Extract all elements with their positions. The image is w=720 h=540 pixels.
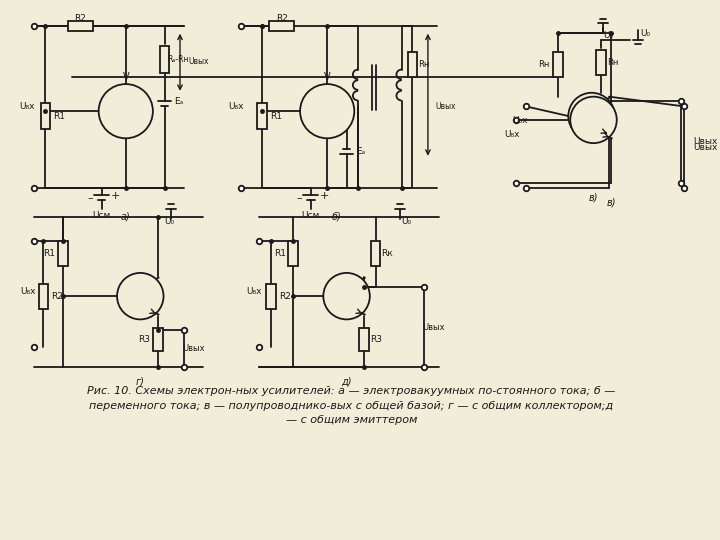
Circle shape — [568, 93, 615, 139]
Circle shape — [570, 97, 617, 143]
Text: R1: R1 — [274, 249, 286, 258]
Text: R2: R2 — [74, 14, 86, 23]
Circle shape — [99, 84, 153, 138]
Text: U₈х: U₈х — [512, 116, 528, 125]
Text: U₈х: U₈х — [505, 130, 520, 139]
Bar — [359, 328, 369, 352]
Text: R1: R1 — [270, 112, 282, 120]
Text: Rₐ-Rн: Rₐ-Rн — [168, 56, 189, 64]
Text: переменного тока; в — полупроводнико-вых с общей базой; г — с общим коллектором;: переменного тока; в — полупроводнико-вых… — [89, 401, 613, 410]
Bar — [553, 52, 562, 77]
Text: R1: R1 — [53, 112, 65, 120]
Text: R3: R3 — [370, 335, 382, 344]
Text: –: – — [297, 193, 302, 204]
Text: в): в) — [606, 197, 616, 207]
Bar — [160, 46, 169, 73]
Text: Uвых: Uвых — [436, 102, 456, 111]
Text: д): д) — [341, 376, 352, 386]
Text: U₀: U₀ — [402, 217, 412, 226]
Bar — [40, 104, 50, 129]
Text: U₈х: U₈х — [228, 102, 244, 111]
Text: Eₐ: Eₐ — [174, 97, 184, 106]
Text: Rн: Rн — [418, 60, 430, 69]
Text: Uсм: Uсм — [92, 211, 111, 220]
Circle shape — [117, 273, 163, 319]
Bar — [289, 241, 298, 266]
Text: — с общим эмиттером: — с общим эмиттером — [286, 415, 417, 425]
Bar — [153, 328, 163, 352]
Text: Uвых: Uвых — [182, 344, 205, 353]
Text: V: V — [324, 72, 330, 82]
Text: б): б) — [332, 212, 342, 222]
Bar — [58, 241, 68, 266]
Text: Rк: Rк — [382, 249, 393, 258]
Bar — [596, 50, 606, 76]
Text: U₀: U₀ — [603, 31, 613, 40]
Text: а): а) — [121, 212, 130, 222]
Text: Uвых: Uвых — [693, 143, 718, 152]
Text: R2: R2 — [279, 292, 291, 301]
Text: Uвых: Uвых — [423, 322, 445, 332]
Text: U₈х: U₈х — [20, 287, 36, 296]
Text: –: – — [87, 193, 93, 204]
Text: Рис. 10. Схемы электрон-ных усилителей: а — электровакуумных по-стоянного тока; : Рис. 10. Схемы электрон-ных усилителей: … — [87, 386, 616, 396]
Bar — [68, 21, 93, 31]
Text: Eₐ: Eₐ — [356, 147, 366, 157]
Text: г): г) — [136, 376, 145, 386]
Bar — [39, 284, 48, 309]
Text: Rн: Rн — [539, 60, 550, 69]
Circle shape — [300, 84, 354, 138]
Text: U₀: U₀ — [164, 217, 175, 226]
Bar — [371, 241, 380, 266]
Bar — [408, 52, 418, 77]
Text: R2: R2 — [51, 292, 63, 301]
Text: U₈х: U₈х — [19, 102, 35, 111]
Text: Rн: Rн — [607, 58, 618, 68]
Bar — [258, 104, 267, 129]
Text: в): в) — [589, 192, 598, 202]
Text: +: + — [110, 191, 120, 201]
Bar — [266, 284, 276, 309]
Text: Uвых: Uвых — [189, 57, 210, 66]
Text: U₈х: U₈х — [246, 287, 261, 296]
Text: R1: R1 — [43, 249, 55, 258]
Bar — [269, 21, 294, 31]
Text: U₀: U₀ — [640, 29, 650, 38]
Text: R3: R3 — [138, 335, 150, 344]
Text: R2: R2 — [276, 14, 287, 23]
Text: V: V — [122, 72, 129, 82]
Text: Uсм: Uсм — [302, 211, 320, 220]
Text: Uвых: Uвых — [693, 137, 718, 146]
Circle shape — [323, 273, 370, 319]
Text: +: + — [320, 191, 329, 201]
